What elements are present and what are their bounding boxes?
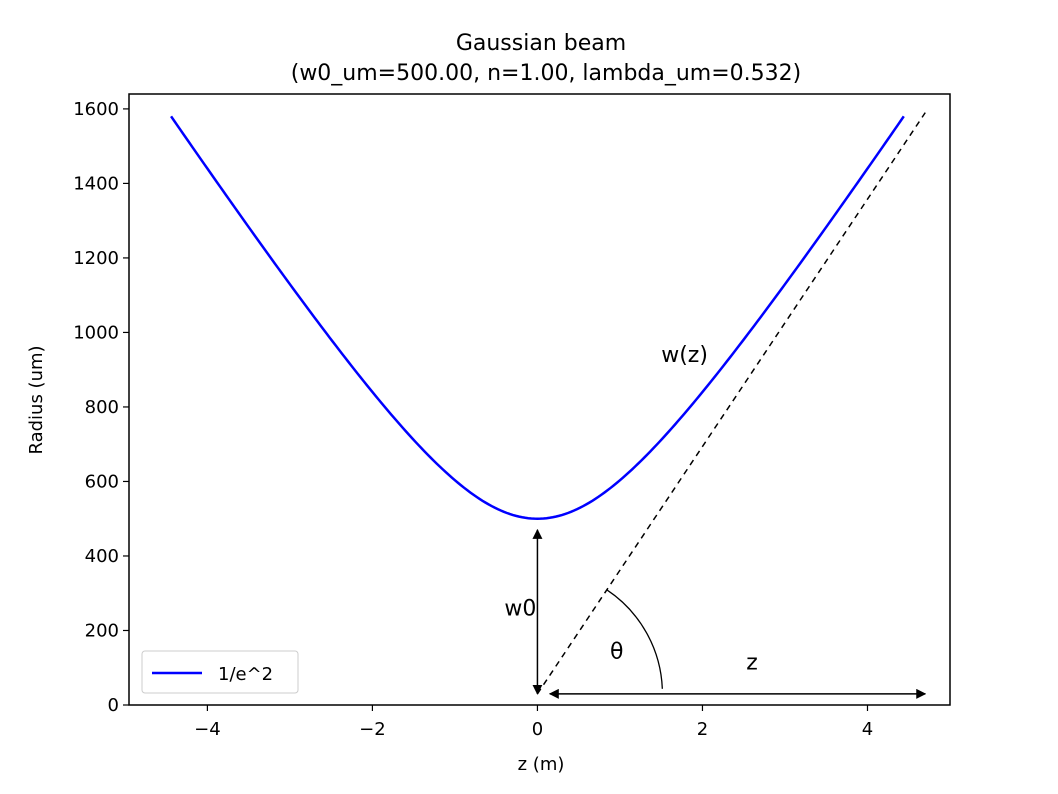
x-tick-label: 4 (862, 719, 873, 740)
chart-title-line1: Gaussian beam (456, 31, 626, 56)
y-tick-label: 1200 (73, 248, 119, 269)
y-axis-label: Radius (um) (26, 345, 47, 454)
y-tick-label: 1600 (73, 99, 119, 120)
annotation-text-0: w(z) (661, 343, 708, 368)
y-tick-label: 1400 (73, 173, 119, 194)
annotation-text-3: z (746, 651, 758, 676)
legend: 1/e^2 (141, 650, 299, 694)
y-tick-label: 0 (108, 695, 119, 716)
annotation-text-2: θ (610, 639, 623, 664)
y-tick-label: 1000 (73, 322, 119, 343)
x-tick-label: −2 (359, 719, 386, 740)
x-axis-label: z (m) (518, 754, 565, 775)
y-tick-label: 400 (85, 546, 119, 567)
annotation-text-1: w0 (504, 597, 536, 622)
y-tick-label: 600 (85, 471, 119, 492)
y-tick-label: 800 (85, 397, 119, 418)
axes-layer: −4 −2 0 2 4 0 200 400 600 800 1000 1200 1400 1600 (73, 99, 873, 740)
annotations-layer: w(z) w0 θ z (504, 343, 927, 699)
plot-area (170, 112, 926, 695)
legend-label-1-e2: 1/e^2 (218, 664, 273, 685)
chart-title-line2: (w0_um=500.00, n=1.00, lambda_um=0.532) (291, 61, 802, 86)
x-tick-label: −4 (194, 719, 221, 740)
plot-frame (128, 93, 951, 706)
x-tick-label: 0 (532, 719, 543, 740)
series-line-0 (170, 115, 905, 520)
y-tick-label: 200 (85, 620, 119, 641)
x-tick-label: 2 (697, 719, 708, 740)
theta-angle-arc (606, 589, 663, 689)
legend-box (141, 650, 299, 694)
asymptote-line (536, 112, 926, 695)
